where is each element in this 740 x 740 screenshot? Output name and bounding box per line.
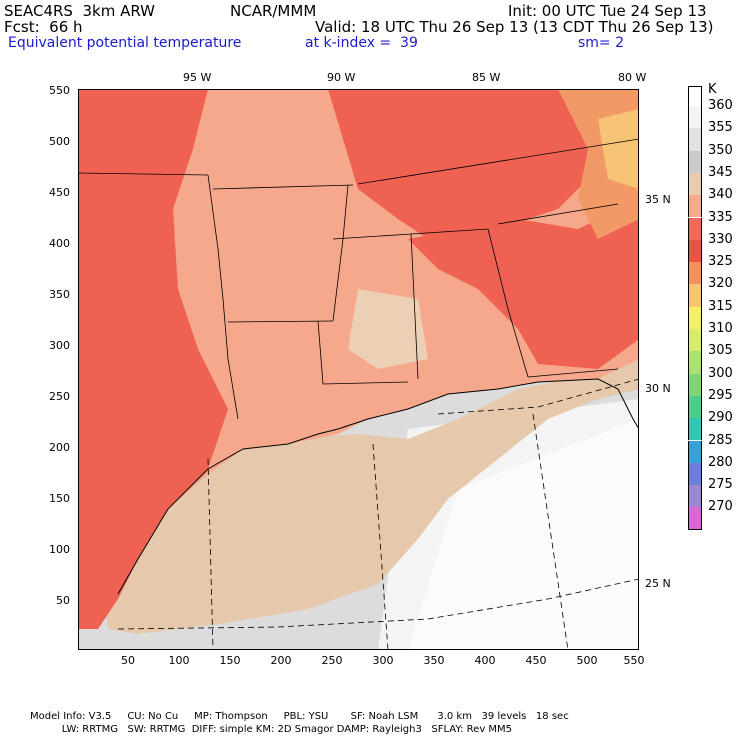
colorbar-swatch <box>688 106 702 129</box>
colorbar-swatch <box>688 128 702 151</box>
x-tick: 500 <box>576 654 598 667</box>
valid-time: Valid: 18 UTC Thu 26 Sep 13 (13 CDT Thu … <box>315 18 714 36</box>
colorbar-swatch <box>688 418 702 441</box>
low-theta-ne <box>598 109 639 189</box>
init-time: Init: 00 UTC Tue 24 Sep 13 <box>508 2 707 20</box>
forecast-hour: Fcst: 66 h <box>4 18 83 36</box>
y-tick: 400 <box>49 237 70 250</box>
colorbar-label: 335 <box>708 209 733 225</box>
high-theta-tennessee <box>328 89 598 239</box>
lat-label: 25 N <box>645 577 671 590</box>
x-tick: 400 <box>474 654 496 667</box>
colorbar-swatch <box>688 485 702 508</box>
colorbar-label: 350 <box>708 142 733 158</box>
y-tick: 500 <box>49 135 70 148</box>
colorbar-label: 325 <box>708 254 733 270</box>
colorbar-swatch <box>688 507 702 530</box>
colorbar-label: 345 <box>708 164 733 180</box>
colorbar-label: 275 <box>708 477 733 493</box>
y-tick: 450 <box>49 186 70 199</box>
colorbar-label: 320 <box>708 276 733 292</box>
map-frame <box>78 89 639 650</box>
state-boundaries <box>78 138 639 420</box>
x-tick: 200 <box>270 654 292 667</box>
colorbar-swatch <box>688 373 702 396</box>
tan-patch-alabama <box>348 289 428 369</box>
colorbar-label: 295 <box>708 387 733 403</box>
x-tick: 550 <box>623 654 645 667</box>
colorbar-swatch <box>688 86 702 106</box>
lat-label: 35 N <box>645 193 671 206</box>
coastline <box>117 378 639 595</box>
institution: NCAR/MMM <box>230 2 317 20</box>
colorbar-swatch <box>688 150 702 173</box>
x-tick: 150 <box>219 654 241 667</box>
x-tick: 50 <box>121 654 135 667</box>
high-theta-georgia <box>408 199 639 369</box>
colorbar-swatch <box>688 217 702 240</box>
high-theta-texas <box>78 89 228 629</box>
smoothing: sm= 2 <box>578 35 625 51</box>
level-index: at k-index = 39 <box>305 35 418 51</box>
y-tick: 200 <box>49 441 70 454</box>
colorbar-label: 330 <box>708 231 733 247</box>
colorbar-swatch <box>688 440 702 463</box>
x-tick: 250 <box>321 654 343 667</box>
lon-label: 80 W <box>618 71 647 84</box>
y-tick: 250 <box>49 390 70 403</box>
colorbar-label: 285 <box>708 432 733 448</box>
y-tick: 300 <box>49 339 70 352</box>
lon-label: 85 W <box>472 71 501 84</box>
field-name: Equivalent potential temperature <box>8 35 242 51</box>
colorbar-label: 290 <box>708 410 733 426</box>
colorbar-label: 280 <box>708 454 733 470</box>
y-tick: 350 <box>49 288 70 301</box>
colorbar-swatch <box>688 262 702 285</box>
model-info-line1: Model Info: V3.5 CU: No Cu MP: Thompson … <box>30 711 569 722</box>
y-tick: 550 <box>49 84 70 97</box>
y-tick: 50 <box>56 594 70 607</box>
x-tick: 450 <box>525 654 547 667</box>
colorbar-swatch <box>688 351 702 374</box>
colorbar-label: 310 <box>708 321 733 336</box>
colorbar-label: 340 <box>708 187 733 203</box>
colorbar-swatch <box>688 306 702 329</box>
colorbar-label: 305 <box>708 343 733 359</box>
colorbar-label: 270 <box>708 499 733 515</box>
y-tick: 100 <box>49 543 70 556</box>
lon-label: 95 W <box>183 71 212 84</box>
model-title: SEAC4RS 3km ARW <box>4 2 156 20</box>
colorbar-swatch <box>688 329 702 352</box>
colorbar-unit: K <box>708 82 717 97</box>
lon-label: 90 W <box>327 71 356 84</box>
colorbar-swatch <box>688 239 702 263</box>
colorbar-label: 315 <box>708 298 733 314</box>
model-info-line2: LW: RRTMG SW: RRTMG DIFF: simple KM: 2D … <box>30 724 513 735</box>
colorbar-swatch <box>688 172 702 196</box>
colorbar-label: 360 <box>708 98 733 113</box>
colorbar-swatch <box>688 395 702 419</box>
theta-e-map <box>78 89 639 650</box>
colorbar-label: 355 <box>708 120 733 136</box>
x-tick: 300 <box>372 654 394 667</box>
colorbar-swatch <box>688 284 702 307</box>
colorbar-swatch <box>688 462 702 486</box>
y-tick: 150 <box>49 492 70 505</box>
colorbar-label: 300 <box>708 365 733 381</box>
near-coast-region <box>98 349 639 634</box>
colorbar-swatch <box>688 195 702 218</box>
graticule <box>117 378 639 650</box>
open-gulf-bright <box>408 419 639 650</box>
lat-label: 30 N <box>645 382 671 395</box>
x-tick: 100 <box>168 654 190 667</box>
x-tick: 350 <box>423 654 445 667</box>
